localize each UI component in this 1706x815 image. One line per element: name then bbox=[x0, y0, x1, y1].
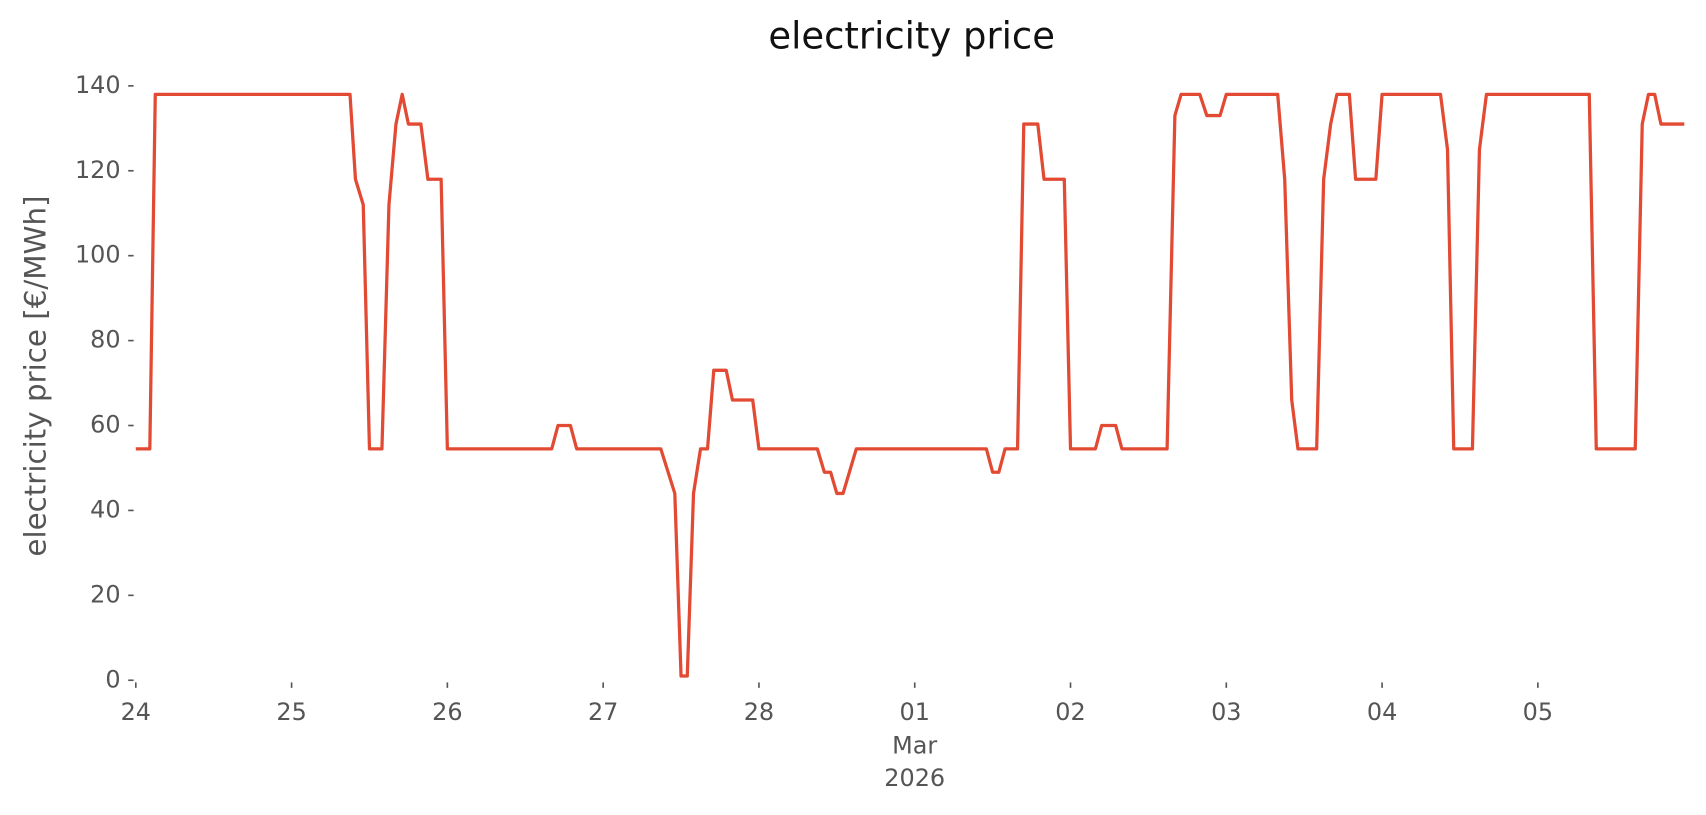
y-tick-label: 60 bbox=[90, 411, 120, 439]
x-tick-label: 25 bbox=[276, 698, 306, 726]
chart-title: electricity price bbox=[768, 15, 1055, 58]
x-tick-label: 04 bbox=[1367, 698, 1397, 726]
y-tick-label: 100 bbox=[75, 241, 121, 269]
x-tick-label: 26 bbox=[432, 698, 462, 726]
price-line bbox=[135, 92, 1685, 678]
x-tick-sublabel: 2026 bbox=[884, 764, 945, 792]
y-tick-label: 40 bbox=[90, 495, 120, 523]
x-tick-label: 27 bbox=[588, 698, 618, 726]
x-tick-label: 01 bbox=[900, 698, 930, 726]
x-tick-label: 03 bbox=[1211, 698, 1241, 726]
x-tick-label: 02 bbox=[1055, 698, 1085, 726]
y-axis-label: electricity price [€/MWh] bbox=[18, 195, 52, 556]
x-tick-label: 24 bbox=[121, 698, 151, 726]
x-tick-label: 05 bbox=[1523, 698, 1553, 726]
y-tick-label: 20 bbox=[90, 580, 120, 608]
y-tick-label: 0 bbox=[105, 665, 120, 693]
y-tick-label: 140 bbox=[75, 71, 121, 99]
y-tick-label: 120 bbox=[75, 156, 121, 184]
y-tick-label: 80 bbox=[90, 326, 120, 354]
x-tick-label: 28 bbox=[744, 698, 774, 726]
x-tick-sublabel: Mar bbox=[892, 732, 937, 760]
